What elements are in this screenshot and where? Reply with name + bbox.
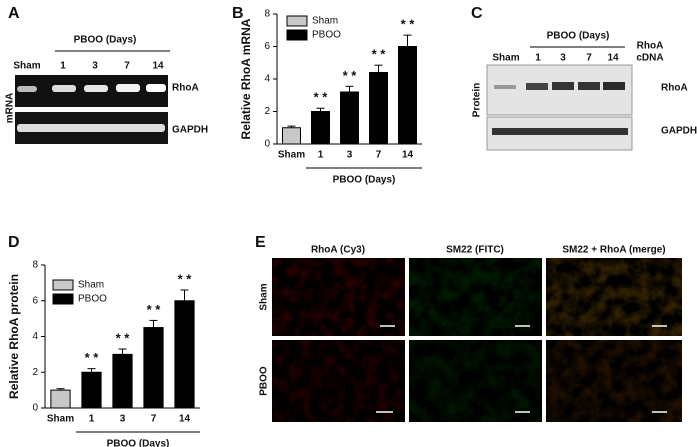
micrographs — [272, 258, 682, 422]
column-label: SM22 + RhoA (merge) — [562, 245, 665, 256]
row-label: PBOO — [259, 366, 270, 396]
bar — [112, 353, 133, 409]
lane-label: 3 — [92, 61, 98, 72]
bar — [143, 327, 164, 409]
significance: * * — [314, 90, 329, 105]
significance: * * — [401, 17, 416, 32]
legend-label: Sham — [312, 16, 338, 27]
y-tick-label: 2 — [264, 106, 270, 117]
band-label: GAPDH — [172, 125, 208, 136]
legend-swatch — [286, 15, 308, 27]
lane-label: Sham — [13, 61, 40, 72]
band-label: GAPDH — [661, 126, 697, 137]
group-label: PBOO (Days) — [547, 31, 610, 42]
column-label: RhoA (Cy3) — [311, 245, 365, 256]
bar — [398, 46, 417, 145]
bar — [174, 300, 195, 409]
significance: * * — [372, 47, 387, 62]
significance: * * — [85, 350, 100, 365]
panel-label: D — [8, 234, 20, 251]
group-label: PBOO (Days) — [333, 175, 396, 186]
lane-label: 1 — [535, 53, 541, 64]
lane-label: 14 — [607, 53, 619, 64]
y-tick-label: 6 — [32, 295, 38, 306]
bar — [50, 389, 71, 409]
y-axis-label: Relative RhoA protein — [7, 274, 21, 399]
row-label: Sham — [259, 283, 270, 310]
band-label: RhoA — [661, 83, 688, 94]
gel — [15, 75, 168, 144]
lane-label: 1 — [60, 61, 66, 72]
panel-label: C — [471, 5, 483, 22]
x-tick-label: 3 — [347, 150, 353, 161]
group-label: PBOO (Days) — [74, 35, 137, 46]
group-label: PBOO (Days) — [107, 439, 170, 447]
lane-label: 7 — [586, 53, 592, 64]
bar — [81, 371, 102, 409]
legend-label: PBOO — [312, 30, 341, 41]
y-tick-label: 4 — [32, 331, 38, 342]
x-tick-label: Sham — [278, 150, 305, 161]
lane-label: RhoA — [637, 41, 664, 52]
x-tick-label: Sham — [47, 414, 74, 425]
panel-label: B — [232, 5, 244, 22]
legend-swatch — [286, 29, 308, 41]
side-label: Protein — [472, 83, 483, 117]
y-tick-label: 4 — [264, 74, 270, 85]
legend-swatch — [52, 279, 74, 291]
significance: * * — [147, 302, 162, 317]
y-tick-label: 6 — [264, 41, 270, 52]
x-tick-label: 7 — [376, 150, 382, 161]
lane-label: 14 — [152, 61, 164, 72]
x-tick-label: 1 — [89, 414, 95, 425]
y-tick-label: 8 — [32, 260, 38, 271]
bar — [282, 127, 301, 145]
band-label: RhoA — [172, 83, 199, 94]
panel-label: A — [8, 5, 20, 22]
significance: * * — [343, 68, 358, 83]
significance: * * — [178, 271, 193, 286]
x-tick-label: 14 — [402, 150, 414, 161]
bar — [369, 72, 388, 145]
bar — [311, 111, 330, 145]
x-tick-label: 1 — [318, 150, 324, 161]
column-label: SM22 (FITC) — [446, 245, 504, 256]
y-tick-label: 0 — [32, 403, 38, 414]
x-tick-label: 7 — [151, 414, 157, 425]
side-label: mRNA — [5, 93, 16, 124]
blot — [486, 64, 633, 151]
lane-label: 3 — [560, 53, 566, 64]
legend-swatch — [52, 293, 74, 305]
lane-label: cDNA — [636, 53, 663, 64]
legend-label: Sham — [78, 280, 104, 291]
x-tick-label: 14 — [179, 414, 191, 425]
lane-label: 7 — [124, 61, 130, 72]
y-tick-label: 0 — [264, 139, 270, 150]
bar — [340, 91, 359, 145]
y-tick-label: 8 — [264, 9, 270, 20]
y-axis-label: Relative RhoA mRNA — [239, 18, 253, 139]
x-tick-label: 3 — [120, 414, 126, 425]
panel-label: E — [255, 234, 266, 251]
legend-label: PBOO — [78, 294, 107, 305]
y-tick-label: 2 — [32, 367, 38, 378]
lane-label: Sham — [492, 53, 519, 64]
significance: * * — [116, 330, 131, 345]
